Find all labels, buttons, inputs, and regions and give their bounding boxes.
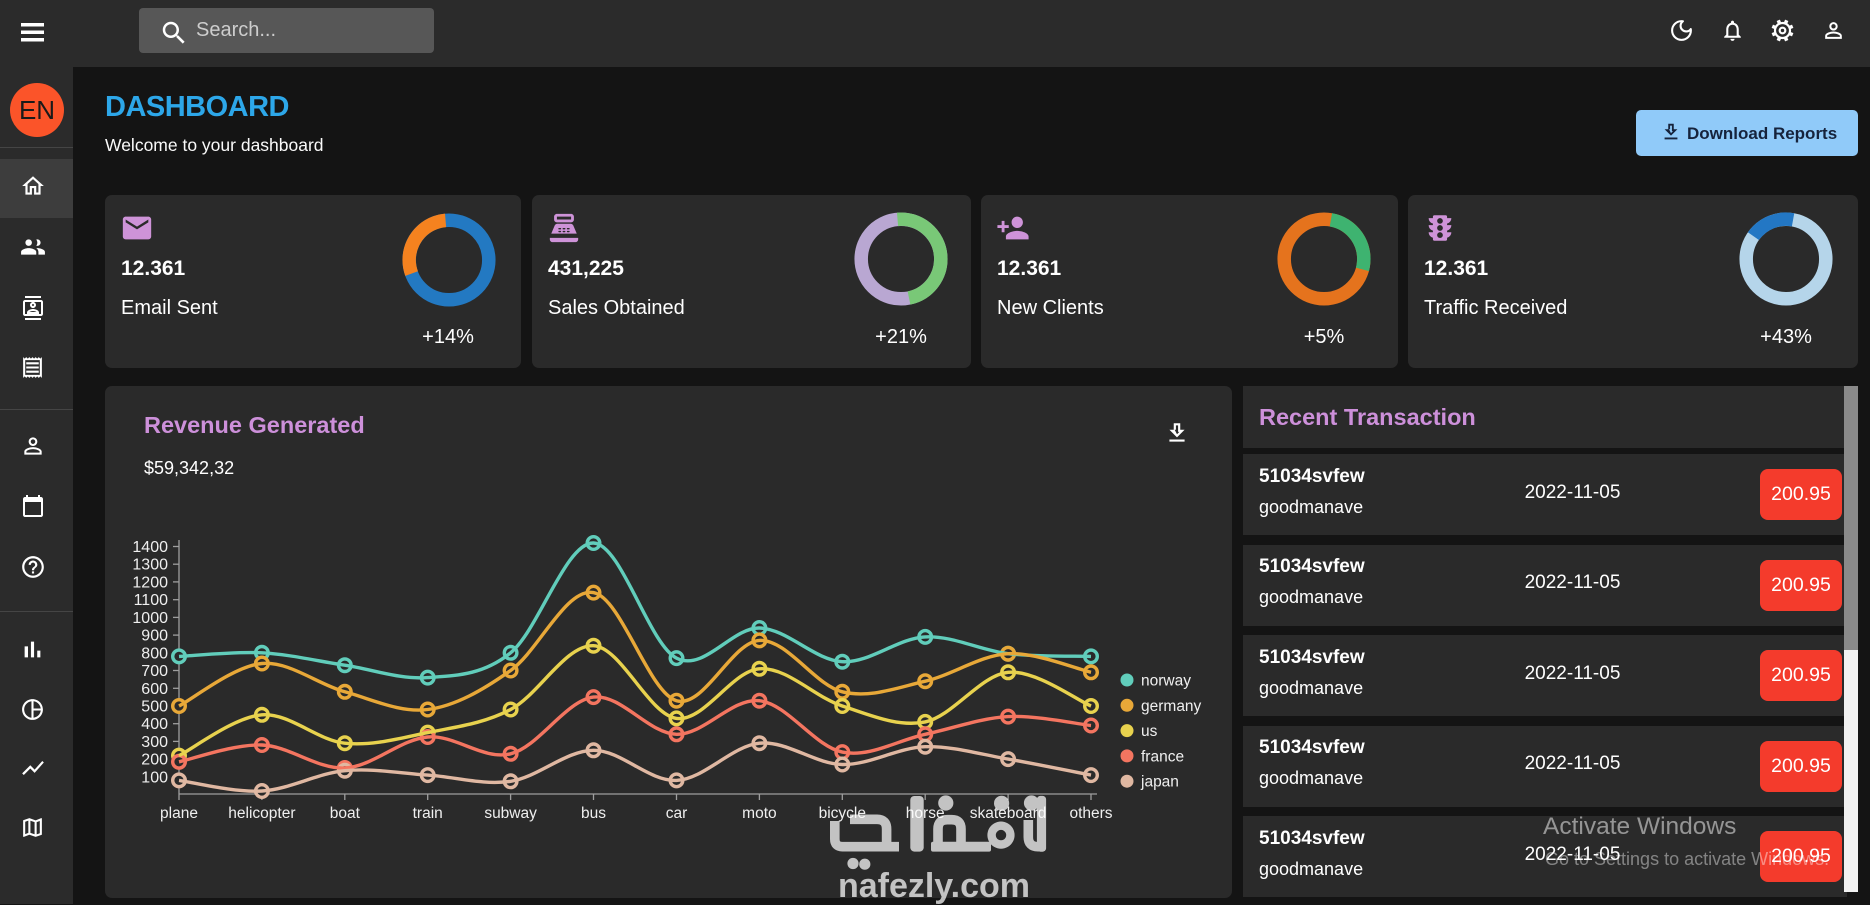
svg-text:200: 200 — [141, 752, 168, 769]
svg-text:japan: japan — [1140, 774, 1179, 791]
svg-text:400: 400 — [141, 716, 168, 733]
svg-text:500: 500 — [141, 699, 168, 716]
svg-text:moto: moto — [742, 805, 776, 822]
svg-text:others: others — [1069, 805, 1112, 822]
svg-text:france: france — [1141, 748, 1184, 765]
svg-text:subway: subway — [484, 805, 537, 822]
svg-text:600: 600 — [141, 681, 168, 698]
svg-text:bus: bus — [581, 805, 606, 822]
svg-text:train: train — [413, 805, 443, 822]
svg-text:800: 800 — [141, 645, 168, 662]
svg-text:germany: germany — [1141, 698, 1202, 715]
svg-text:1400: 1400 — [132, 539, 168, 556]
svg-text:plane: plane — [160, 805, 198, 822]
svg-text:helicopter: helicopter — [228, 805, 295, 822]
svg-text:900: 900 — [141, 628, 168, 645]
svg-text:1300: 1300 — [132, 557, 168, 574]
svg-text:1000: 1000 — [132, 610, 168, 627]
svg-text:us: us — [1141, 723, 1158, 740]
svg-text:300: 300 — [141, 734, 168, 751]
svg-text:100: 100 — [141, 769, 168, 786]
svg-text:norway: norway — [1141, 673, 1191, 690]
svg-text:car: car — [666, 805, 688, 822]
svg-text:1100: 1100 — [134, 592, 169, 609]
svg-text:700: 700 — [141, 663, 168, 680]
svg-text:1200: 1200 — [132, 574, 168, 591]
svg-text:boat: boat — [330, 805, 361, 822]
